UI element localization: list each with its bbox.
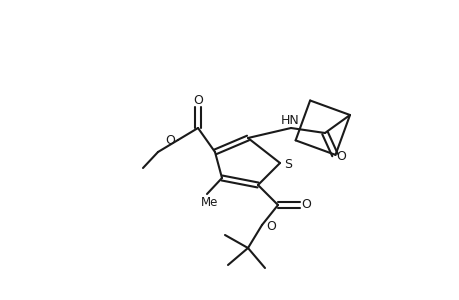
Text: O: O xyxy=(165,134,174,146)
Text: HN: HN xyxy=(280,113,299,127)
Text: O: O xyxy=(300,199,310,212)
Text: Me: Me xyxy=(201,196,218,208)
Text: O: O xyxy=(265,220,275,233)
Text: S: S xyxy=(283,158,291,170)
Text: O: O xyxy=(336,151,345,164)
Text: O: O xyxy=(193,94,202,106)
